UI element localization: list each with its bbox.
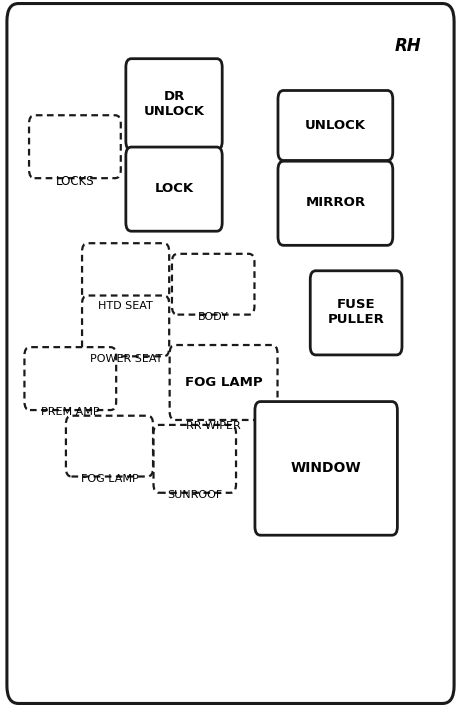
Text: WINDOW: WINDOW xyxy=(291,461,362,475)
Text: SUNROOF: SUNROOF xyxy=(167,490,223,500)
Text: PREM AMP: PREM AMP xyxy=(41,407,100,417)
FancyBboxPatch shape xyxy=(82,243,169,304)
Text: RR WIPER: RR WIPER xyxy=(186,421,241,431)
FancyBboxPatch shape xyxy=(126,59,222,150)
Text: HTD SEAT: HTD SEAT xyxy=(99,301,153,311)
FancyBboxPatch shape xyxy=(29,115,121,178)
FancyBboxPatch shape xyxy=(278,161,393,245)
FancyBboxPatch shape xyxy=(172,254,254,315)
Text: FOG LAMP: FOG LAMP xyxy=(81,474,139,484)
Text: LOCK: LOCK xyxy=(155,182,194,195)
Text: RH: RH xyxy=(395,37,421,55)
FancyBboxPatch shape xyxy=(310,271,402,355)
Text: UNLOCK: UNLOCK xyxy=(305,119,366,132)
FancyBboxPatch shape xyxy=(126,147,222,231)
FancyBboxPatch shape xyxy=(154,425,236,493)
FancyBboxPatch shape xyxy=(255,402,397,535)
Text: LOCKS: LOCKS xyxy=(56,175,95,188)
Text: FOG LAMP: FOG LAMP xyxy=(185,376,262,389)
FancyBboxPatch shape xyxy=(66,416,153,477)
Text: MIRROR: MIRROR xyxy=(306,197,366,209)
FancyBboxPatch shape xyxy=(24,347,116,410)
Text: BODY: BODY xyxy=(198,312,229,322)
FancyBboxPatch shape xyxy=(82,296,169,356)
Text: POWER SEAT: POWER SEAT xyxy=(90,354,162,363)
FancyBboxPatch shape xyxy=(170,345,278,420)
FancyBboxPatch shape xyxy=(7,4,454,703)
Text: DR
UNLOCK: DR UNLOCK xyxy=(144,90,205,118)
Text: FUSE
PULLER: FUSE PULLER xyxy=(328,298,385,327)
FancyBboxPatch shape xyxy=(278,90,393,160)
